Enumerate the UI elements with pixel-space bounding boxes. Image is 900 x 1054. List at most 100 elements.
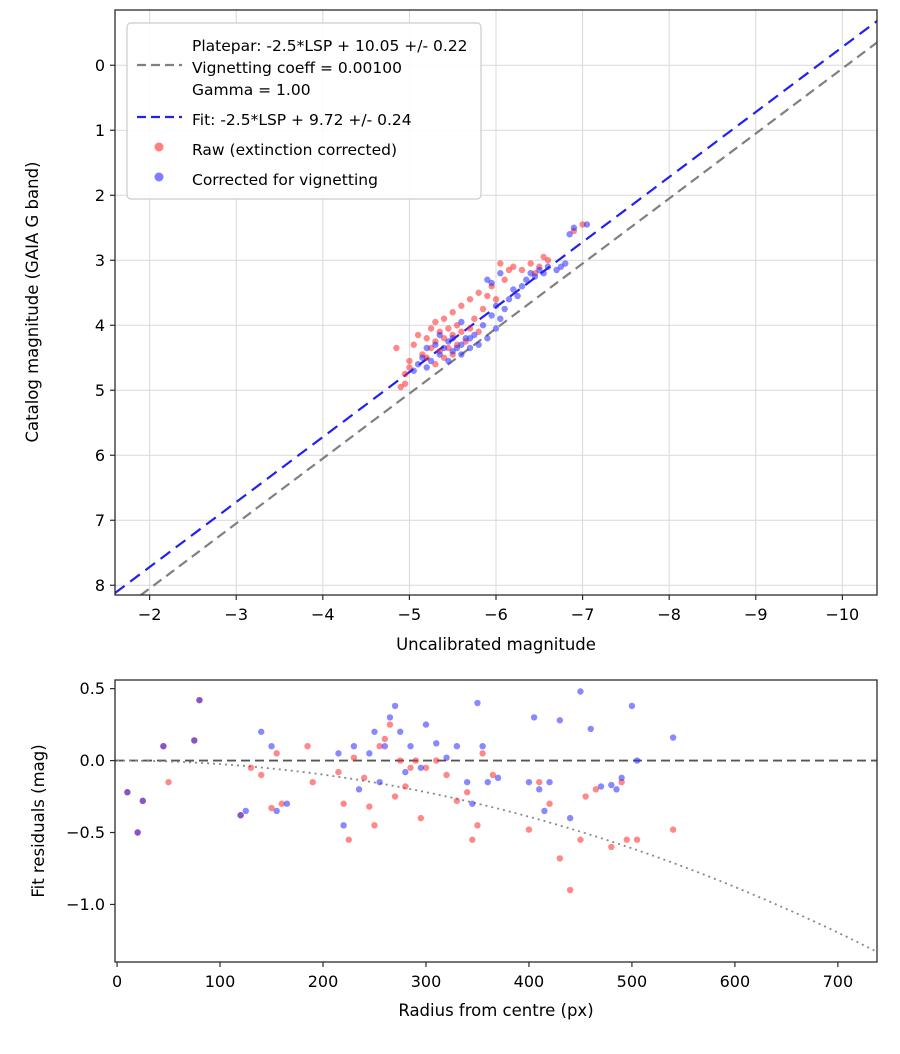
y-tick-label: 0.5: [80, 679, 105, 698]
point-raw: [423, 335, 430, 342]
point-vignetting-corrected: [492, 302, 500, 309]
point-raw: [471, 315, 478, 322]
point-corrected-residuals: [587, 725, 594, 733]
scatter-raw: [393, 221, 586, 391]
point-raw-residuals: [165, 778, 172, 786]
point-vignetting-corrected: [501, 305, 508, 313]
point-raw-residuals: [360, 774, 368, 782]
point-vignetting-corrected: [432, 341, 439, 348]
point-corrected-residuals: [669, 734, 677, 741]
point-vignetting-corrected: [436, 331, 443, 339]
point-corrected-residuals: [556, 717, 564, 724]
point-raw-residuals: [366, 803, 373, 810]
point-corrected-residuals: [366, 750, 373, 757]
x-tick-label: −7: [571, 605, 595, 624]
legend-label: Platepar: -2.5*LSP + 10.05 +/- 0.22: [192, 37, 468, 55]
point-vignetting-corrected: [414, 361, 422, 368]
y-tick-label: 2: [95, 186, 105, 205]
bottom-xlabel: Radius from centre (px): [398, 1001, 593, 1020]
x-tick-label: −2: [138, 605, 162, 624]
y-tick-label: −0.5: [66, 823, 105, 842]
point-corrected-residuals: [463, 778, 471, 786]
y-tick-label: −1.0: [66, 895, 105, 914]
point-vignetting-corrected: [466, 344, 474, 352]
point-corrected-residuals: [283, 800, 291, 807]
point-raw-residuals: [278, 800, 286, 807]
point-corrected-residuals: [196, 696, 203, 704]
legend-label: Fit: -2.5*LSP + 9.72 +/- 0.24: [192, 111, 412, 129]
point-vignetting-corrected: [419, 354, 426, 361]
point-raw: [510, 263, 517, 270]
point-vignetting-corrected: [544, 263, 552, 270]
point-corrected-residuals: [613, 786, 620, 793]
point-corrected-residuals: [407, 742, 414, 750]
point-corrected-residuals: [541, 807, 548, 815]
vignetting-model-curve: [117, 759, 877, 953]
x-tick-label: 400: [514, 972, 545, 991]
y-tick-label: 0.0: [80, 751, 105, 770]
point-raw-residuals: [592, 786, 600, 793]
point-corrected-residuals: [469, 800, 476, 807]
point-vignetting-corrected: [518, 283, 526, 290]
x-tick-label: 600: [720, 972, 751, 991]
ticks: 0 100 200 300 400 500 600 700 0.5 0.0 −0.5 −1.0: [66, 679, 853, 991]
y-tick-label: 0: [95, 56, 105, 75]
legend-label: Gamma = 1.00: [192, 81, 311, 99]
point-raw-residuals: [582, 793, 589, 800]
point-raw-residuals: [407, 764, 414, 771]
scatter-raw-residuals: [124, 696, 677, 894]
point-vignetting-corrected: [458, 351, 465, 358]
point-corrected-residuals: [546, 778, 553, 786]
magnitude-fit-plot: −2 −3 −4 −5 −6 −7 −8 −9 −10 0 1 2 3 4 5 6 7 8 Platepar: -2…: [95, 9, 878, 624]
point-raw: [432, 318, 439, 326]
point-raw-residuals: [608, 843, 615, 851]
point-raw-residuals: [391, 793, 399, 800]
point-raw-residuals: [536, 778, 543, 786]
point-raw: [501, 276, 508, 283]
point-corrected-residuals: [536, 786, 543, 793]
point-corrected-residuals: [479, 742, 486, 750]
x-tick-label: −9: [744, 605, 768, 624]
point-vignetting-corrected: [479, 322, 487, 329]
point-vignetting-corrected: [488, 312, 495, 319]
point-corrected-residuals: [453, 742, 461, 750]
point-vignetting-corrected: [449, 335, 456, 342]
point-corrected-residuals: [397, 728, 404, 735]
point-corrected-residuals: [273, 807, 280, 815]
point-raw: [466, 296, 474, 303]
point-raw-residuals: [443, 771, 450, 779]
top-xlabel: Uncalibrated magnitude: [396, 635, 596, 654]
point-raw: [458, 328, 465, 335]
legend-label: Raw (extinction corrected): [192, 141, 397, 159]
point-vignetting-corrected: [566, 231, 573, 238]
point-raw-residuals: [386, 721, 394, 728]
x-tick-label: 200: [308, 972, 339, 991]
point-corrected-residuals: [371, 728, 378, 735]
point-raw-residuals: [422, 764, 430, 771]
point-raw: [475, 289, 482, 296]
point-raw-residuals: [273, 750, 280, 757]
point-raw: [401, 380, 409, 387]
y-tick-label: 7: [95, 511, 105, 530]
point-raw-residuals: [463, 789, 471, 796]
point-corrected-residuals: [237, 812, 244, 819]
legend: Platepar: -2.5*LSP + 10.05 +/- 0.22 Vigne…: [126, 22, 482, 200]
point-raw: [458, 302, 465, 309]
point-vignetting-corrected: [497, 315, 504, 322]
point-vignetting-corrected: [562, 260, 569, 267]
point-raw-residuals: [546, 800, 553, 807]
scatter-vignetting-corrected: [410, 221, 591, 374]
point-corrected-residuals: [340, 822, 347, 829]
point-raw: [466, 325, 474, 332]
y-tick-label: 4: [95, 316, 105, 335]
point-vignetting-corrected: [497, 270, 504, 277]
point-raw-residuals: [340, 800, 347, 807]
point-raw: [527, 260, 534, 267]
point-raw: [518, 266, 526, 274]
point-raw: [440, 315, 448, 322]
point-raw-residuals: [433, 757, 440, 764]
point-raw-residuals: [623, 836, 630, 843]
point-raw: [449, 309, 456, 316]
point-raw: [401, 370, 409, 378]
x-tick-label: −3: [224, 605, 248, 624]
